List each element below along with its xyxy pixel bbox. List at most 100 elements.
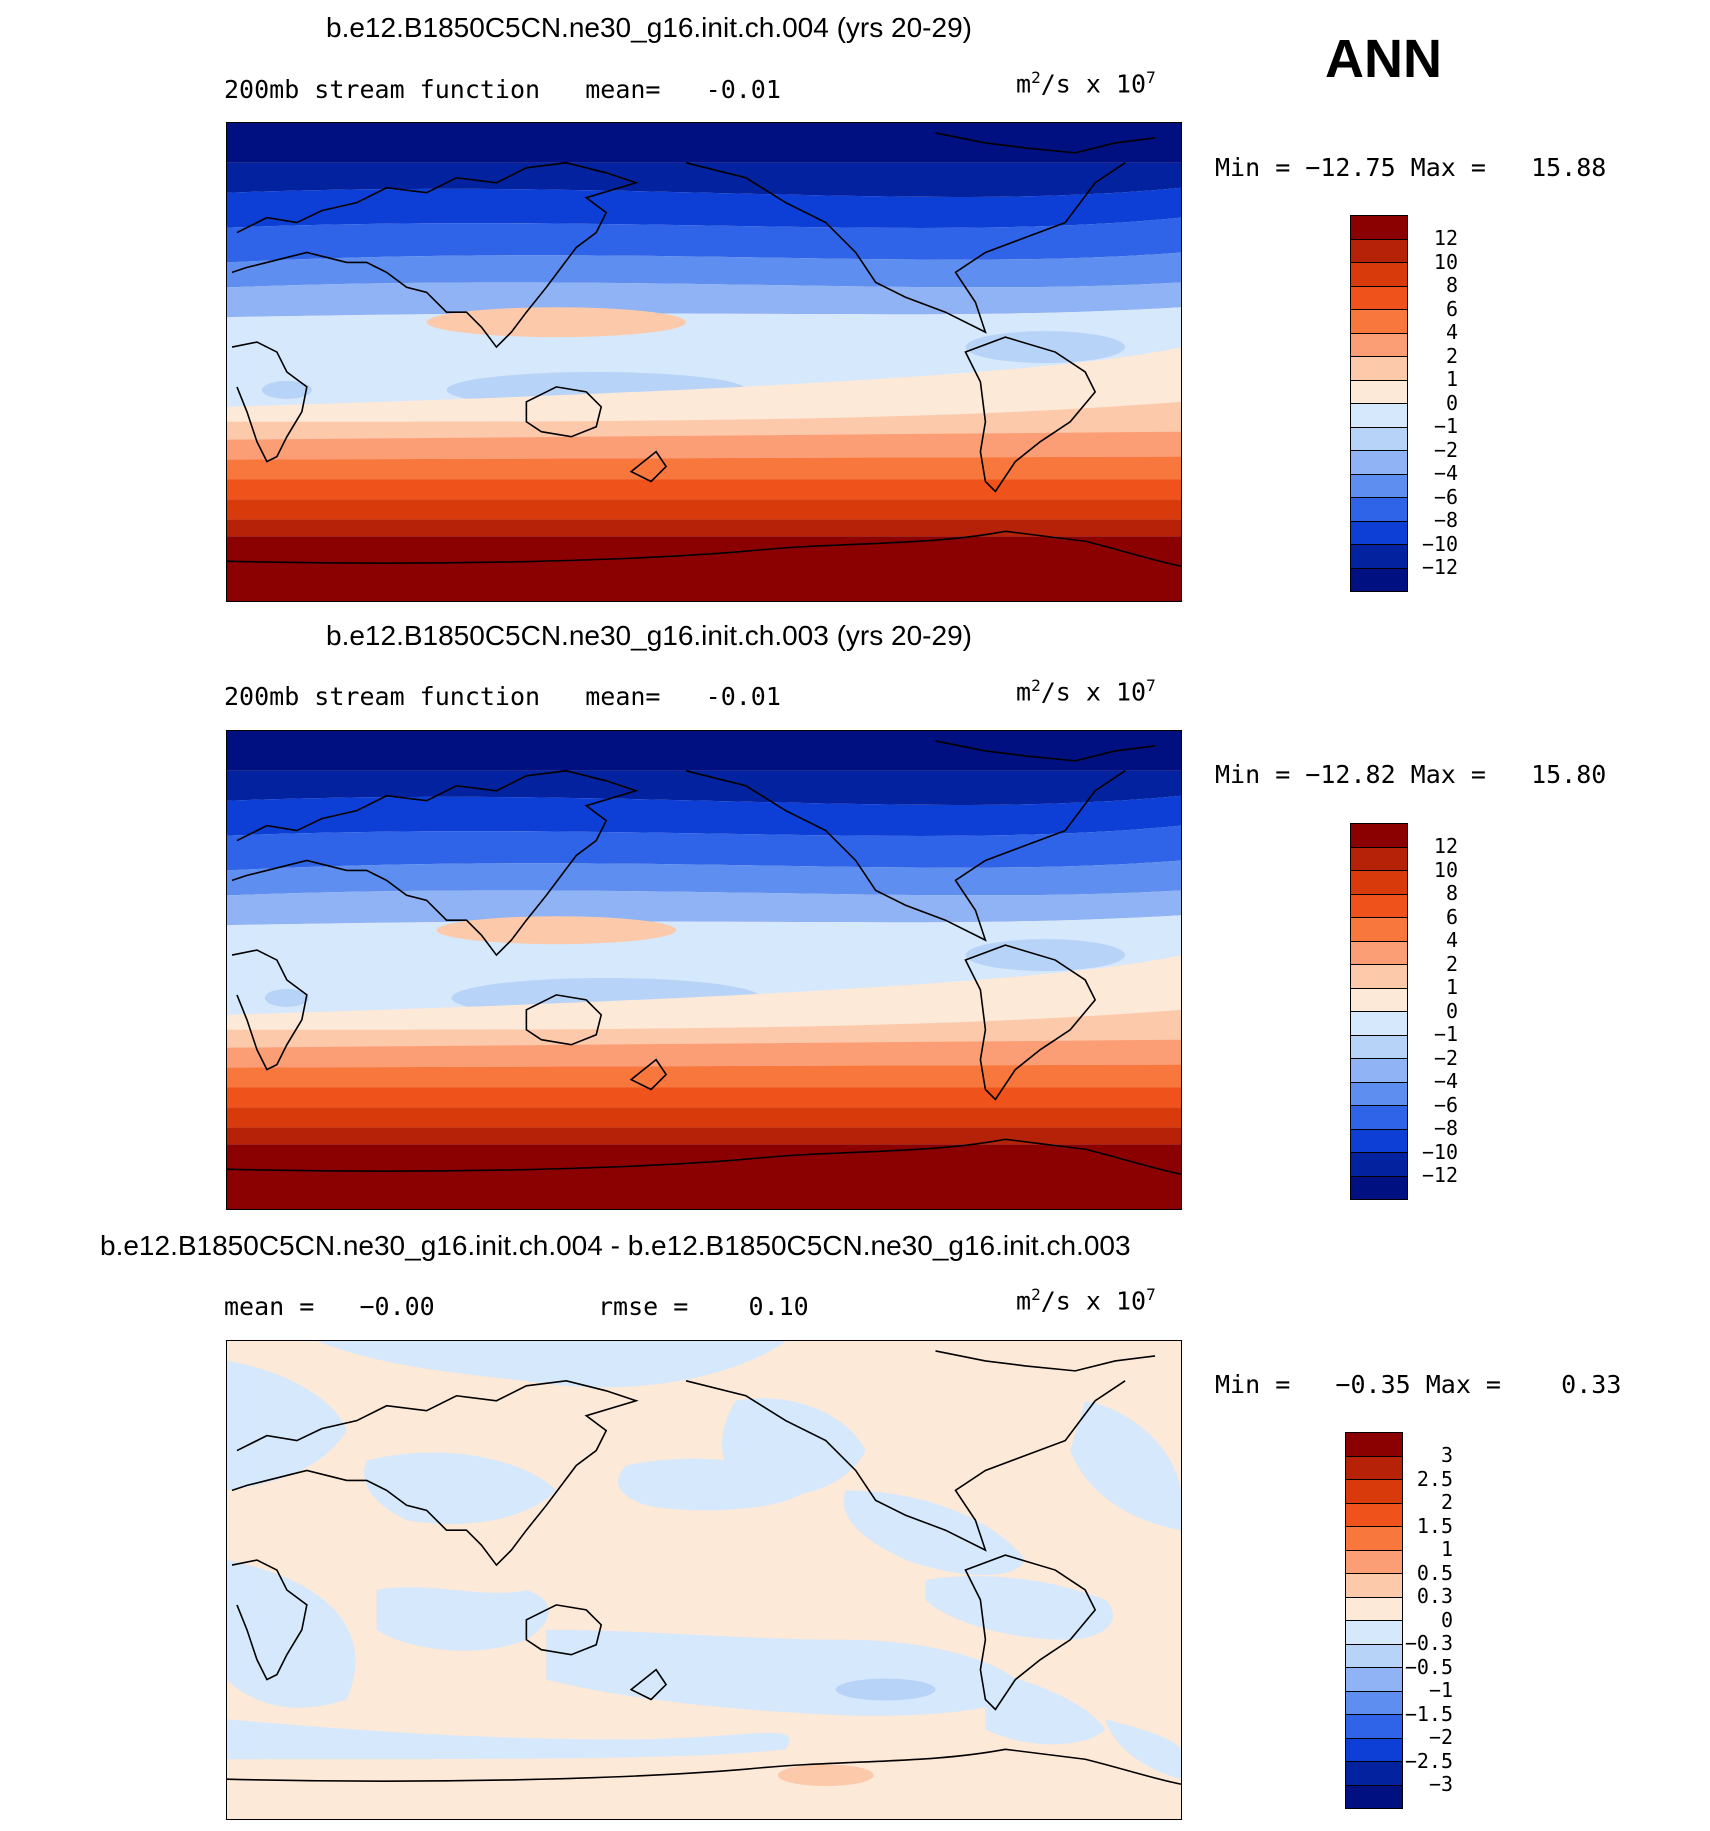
panel3-cbar-swatch: [1346, 1621, 1402, 1645]
colorbar-tick-label: 1: [1440, 1537, 1453, 1561]
panel1-title: b.e12.B1850C5CN.ne30_g16.init.ch.004 (yr…: [326, 12, 972, 43]
colorbar-tick-label: −8: [1433, 1116, 1458, 1140]
colorbar-tick-label: −12: [1421, 555, 1458, 579]
colorbar-tick-label: −2.5: [1404, 1749, 1453, 1773]
colorbar-tick-label: 12: [1433, 226, 1458, 250]
panel2-cbar-swatch: [1351, 988, 1407, 1012]
colorbar-tick-label: 12: [1433, 834, 1458, 858]
colorbar-tick-label: −2: [1433, 438, 1458, 462]
panel3-cbar-swatch: [1346, 1433, 1402, 1457]
panel3-map: [226, 1340, 1182, 1820]
panel2-cbar-swatch: [1351, 1035, 1407, 1059]
panel2-map: [226, 730, 1182, 1210]
colorbar-tick-label: 3: [1440, 1443, 1453, 1467]
panel1-cbar-swatch: [1351, 521, 1407, 545]
colorbar-tick-label: −8: [1433, 508, 1458, 532]
colorbar-tick-label: −6: [1433, 485, 1458, 509]
colorbar-tick-label: −4: [1433, 461, 1458, 485]
colorbar-tick-label: −2: [1433, 1046, 1458, 1070]
colorbar-tick-label: 2: [1440, 1490, 1453, 1514]
colorbar-tick-label: 1.5: [1416, 1514, 1453, 1538]
panel1-cbar-swatch: [1351, 310, 1407, 334]
colorbar-tick-label: −10: [1421, 1140, 1458, 1164]
colorbar-tick-label: −2: [1428, 1725, 1453, 1749]
colorbar-tick-label: −6: [1433, 1093, 1458, 1117]
panel1-map-svg: [227, 123, 1181, 601]
panel2-cbar-swatch: [1351, 824, 1407, 848]
colorbar-tick-label: −3: [1428, 1772, 1453, 1796]
panel3-cbar-swatch: [1346, 1503, 1402, 1527]
panel2-cbar-swatch: [1351, 894, 1407, 918]
colorbar-tick-label: 10: [1433, 250, 1458, 274]
panel1-colorbar: [1350, 215, 1408, 592]
panel1-cbar-swatch: [1351, 545, 1407, 569]
panel2-cbar-swatch: [1351, 1082, 1407, 1106]
colorbar-tick-label: −0.3: [1404, 1631, 1453, 1655]
colorbar-tick-label: 0: [1440, 1608, 1453, 1632]
colorbar-tick-label: 4: [1445, 928, 1458, 952]
panel2-cbar-swatch: [1351, 965, 1407, 989]
panel2-cbar-swatch: [1351, 847, 1407, 871]
colorbar-tick-label: 2.5: [1416, 1467, 1453, 1491]
panel3-units: m2/s x 107: [1016, 1285, 1156, 1316]
colorbar-tick-label: 0: [1445, 391, 1458, 415]
panel1-cbar-swatch: [1351, 451, 1407, 475]
panel1-map: [226, 122, 1182, 602]
panel1-cbar-swatch: [1351, 498, 1407, 522]
panel1-cbar-swatch: [1351, 474, 1407, 498]
panel1-field-mean: 200mb stream function mean= -0.01: [224, 75, 781, 104]
colorbar-tick-label: −1: [1433, 1022, 1458, 1046]
panel2-cbar-swatch: [1351, 1059, 1407, 1083]
panel1-cbar-swatch: [1351, 404, 1407, 428]
panel1-cbar-swatch: [1351, 263, 1407, 287]
panel2-cbar-swatch: [1351, 1153, 1407, 1177]
colorbar-tick-label: 6: [1445, 297, 1458, 321]
panel1-cbar-swatch: [1351, 380, 1407, 404]
panel3-cbar-swatch: [1346, 1574, 1402, 1598]
panel3-mean: mean = −0.00: [224, 1292, 435, 1321]
panel3-cbar-swatch: [1346, 1762, 1402, 1786]
colorbar-tick-label: −4: [1433, 1069, 1458, 1093]
panel2-units: m2/s x 107: [1016, 676, 1156, 707]
colorbar-tick-label: 2: [1445, 952, 1458, 976]
panel3-title: b.e12.B1850C5CN.ne30_g16.init.ch.004 - b…: [100, 1230, 1131, 1261]
panel3-colorbar: [1345, 1432, 1403, 1809]
panel2-cbar-swatch: [1351, 871, 1407, 895]
panel1-cbar-swatch: [1351, 357, 1407, 381]
panel2-colorbar: [1350, 823, 1408, 1200]
panel3-cbar-swatch: [1346, 1738, 1402, 1762]
colorbar-tick-label: 4: [1445, 320, 1458, 344]
colorbar-tick-label: 2: [1445, 344, 1458, 368]
colorbar-tick-label: −12: [1421, 1163, 1458, 1187]
panel3-cbar-swatch: [1346, 1644, 1402, 1668]
panel2-minmax: Min = −12.82 Max = 15.80: [1215, 760, 1607, 789]
panel3-cbar-swatch: [1346, 1785, 1402, 1808]
colorbar-tick-label: −1: [1428, 1678, 1453, 1702]
panel3-map-svg: [227, 1341, 1181, 1819]
colorbar-tick-label: 6: [1445, 905, 1458, 929]
panel2-cbar-swatch: [1351, 918, 1407, 942]
panel3-cbar-swatch: [1346, 1456, 1402, 1480]
colorbar-tick-label: −1: [1433, 414, 1458, 438]
colorbar-tick-label: −1.5: [1404, 1702, 1453, 1726]
colorbar-tick-label: 1: [1445, 975, 1458, 999]
panel3-minmax: Min = −0.35 Max = 0.33: [1215, 1370, 1622, 1399]
panel1-cbar-swatch: [1351, 239, 1407, 263]
colorbar-tick-label: 8: [1445, 273, 1458, 297]
colorbar-tick-label: 0.3: [1416, 1584, 1453, 1608]
panel1-cbar-swatch: [1351, 286, 1407, 310]
panel2-map-svg: [227, 731, 1181, 1209]
panel2-cbar-swatch: [1351, 941, 1407, 965]
panel2-cbar-swatch: [1351, 1129, 1407, 1153]
colorbar-tick-label: 8: [1445, 881, 1458, 905]
panel2-field-mean: 200mb stream function mean= -0.01: [224, 682, 781, 711]
panel3-cbar-swatch: [1346, 1550, 1402, 1574]
colorbar-tick-label: 10: [1433, 858, 1458, 882]
panel1-minmax: Min = −12.75 Max = 15.88: [1215, 153, 1607, 182]
colorbar-tick-label: −0.5: [1404, 1655, 1453, 1679]
colorbar-tick-label: 0.5: [1416, 1561, 1453, 1585]
panel3-cbar-swatch: [1346, 1715, 1402, 1739]
panel1-cbar-swatch: [1351, 568, 1407, 591]
panel2-cbar-swatch: [1351, 1106, 1407, 1130]
panel1-units: m2/s x 107: [1016, 68, 1156, 99]
